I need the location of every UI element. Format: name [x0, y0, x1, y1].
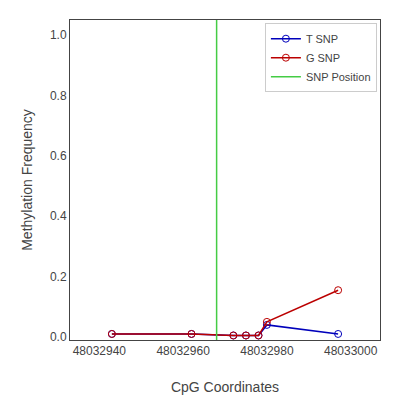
- svg-text:48032940: 48032940: [73, 344, 127, 358]
- svg-text:0.4: 0.4: [50, 209, 67, 223]
- svg-text:0.6: 0.6: [50, 149, 67, 163]
- svg-text:48033000: 48033000: [324, 344, 378, 358]
- svg-text:48032980: 48032980: [240, 344, 294, 358]
- svg-text:G SNP: G SNP: [306, 52, 340, 64]
- svg-text:Methylation Frequency: Methylation Frequency: [19, 109, 35, 251]
- svg-text:T SNP: T SNP: [306, 33, 338, 45]
- svg-text:0.8: 0.8: [50, 89, 67, 103]
- svg-text:CpG Coordinates: CpG Coordinates: [171, 379, 279, 395]
- svg-text:0.2: 0.2: [50, 270, 67, 284]
- svg-text:SNP Position: SNP Position: [306, 71, 371, 83]
- svg-text:48032960: 48032960: [156, 344, 210, 358]
- svg-text:0.0: 0.0: [50, 330, 67, 344]
- svg-text:1.0: 1.0: [50, 28, 67, 42]
